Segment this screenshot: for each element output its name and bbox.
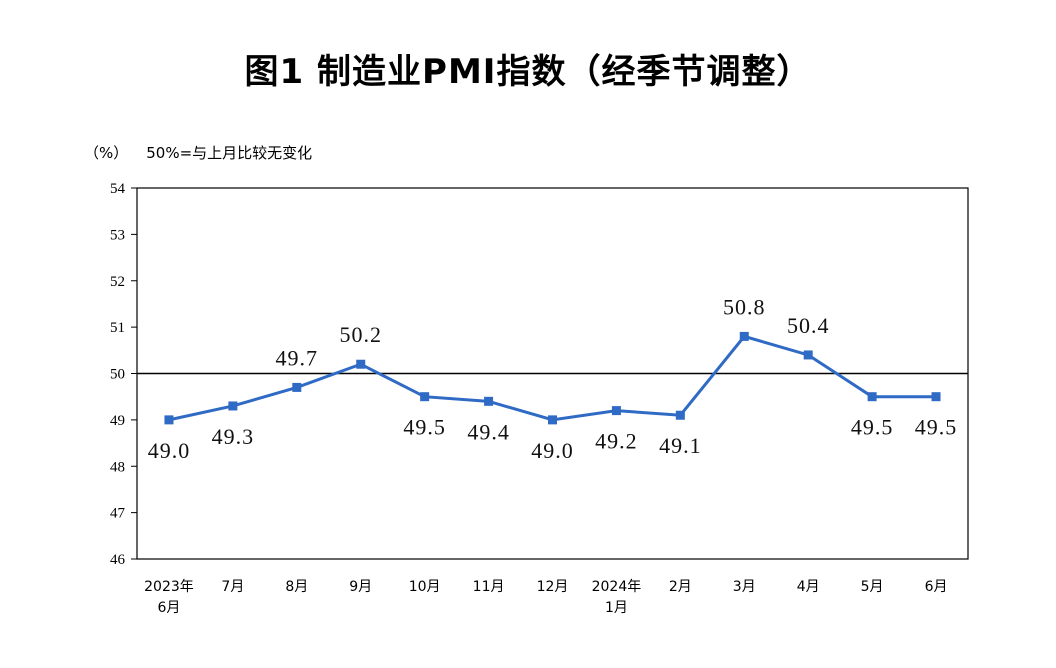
data-label: 49.0 (531, 438, 574, 463)
x-tick-label: 4月 (797, 579, 820, 595)
x-tick-label: 5月 (861, 579, 884, 595)
x-tick-label: 11月 (473, 579, 505, 595)
data-point (548, 415, 557, 425)
data-label: 50.4 (787, 313, 830, 338)
y-tick-label: 50 (110, 367, 125, 383)
x-tick-label: 12月 (537, 579, 569, 595)
data-label: 49.4 (467, 419, 510, 444)
y-tick-label: 53 (110, 227, 125, 243)
y-tick-label: 47 (110, 506, 126, 522)
data-point (931, 392, 941, 402)
data-label: 49.0 (148, 438, 191, 463)
x-tick-label: 9月 (349, 579, 372, 595)
data-label: 50.2 (339, 322, 382, 347)
y-tick-label: 51 (110, 320, 125, 336)
data-point (611, 406, 621, 416)
x-tick-label: 2024年 1月 (592, 579, 642, 616)
chart-title: 图1 制造业PMI指数（经季节调整） (244, 52, 812, 92)
data-point (292, 382, 302, 392)
x-tick-label: 2月 (669, 579, 692, 595)
data-point (675, 410, 685, 420)
x-tick-label: 10月 (409, 579, 441, 595)
unit-label: （%） (84, 144, 129, 162)
data-point (420, 392, 430, 402)
y-tick-label: 54 (110, 181, 126, 197)
data-label: 49.2 (595, 429, 638, 454)
data-point (484, 396, 494, 406)
y-tick-label: 46 (110, 552, 126, 568)
data-label: 49.3 (212, 424, 255, 449)
x-tick-label: 2023年 6月 (144, 579, 194, 616)
data-point (867, 392, 877, 402)
data-point (803, 350, 813, 360)
x-tick-label: 8月 (285, 579, 308, 595)
data-labels: 49.0 49.3 49.7 50.2 49.5 49.4 49.0 49.2 49.1 50.8… (148, 294, 958, 463)
data-label: 49.5 (403, 415, 446, 440)
data-points (164, 331, 941, 425)
y-axis: 54 53 52 51 50 49 48 47 46 (110, 181, 137, 568)
unit-note: （%） 50%=与上月比较无变化 (84, 142, 312, 163)
y-tick-label: 52 (110, 274, 125, 290)
x-tick-label: 7月 (221, 579, 244, 595)
data-point (164, 415, 174, 425)
data-label: 49.1 (659, 433, 702, 458)
data-label: 50.8 (723, 294, 766, 319)
x-axis: 2023年 6月 7月 8月 9月 10月 11月 12月 2024年 1月 2月 3月 4月 5月 6月 (144, 579, 947, 616)
data-point (356, 359, 366, 369)
data-label: 49.5 (851, 415, 894, 440)
reference-note: 50%=与上月比较无变化 (146, 144, 313, 162)
x-tick-label: 3月 (733, 579, 756, 595)
x-tick-label: 6月 (925, 579, 948, 595)
data-label: 49.5 (915, 415, 958, 440)
data-label: 49.7 (276, 345, 319, 370)
data-point (228, 401, 238, 411)
data-point (739, 331, 749, 341)
y-tick-label: 48 (110, 459, 125, 475)
y-tick-label: 49 (110, 413, 125, 429)
